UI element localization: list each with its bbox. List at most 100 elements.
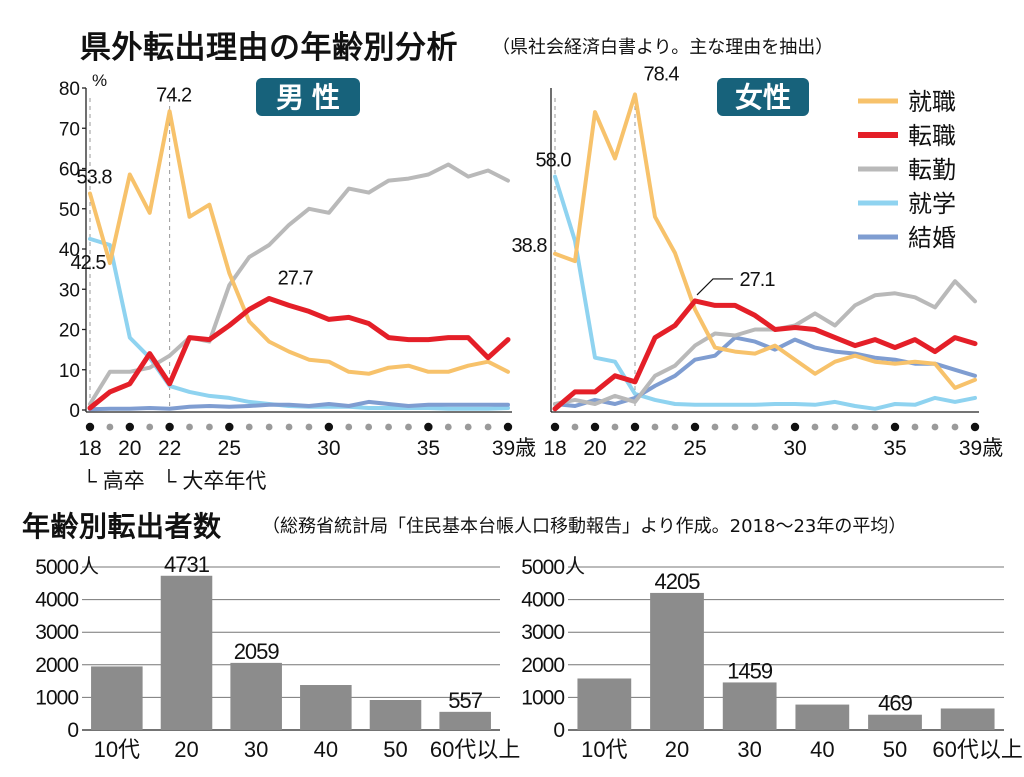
x-age-dot xyxy=(146,423,154,431)
data-label: 78.4 xyxy=(644,63,680,85)
legend-label: 転勤 xyxy=(908,157,956,184)
x-age-dot xyxy=(630,422,640,432)
x-age-dot xyxy=(345,423,353,431)
x-tick-label: 18 xyxy=(543,437,566,460)
x-age-dot xyxy=(405,423,412,431)
bar xyxy=(650,592,704,730)
data-label: 27.7 xyxy=(278,268,314,290)
x-tick-label: 60代以上 xyxy=(430,737,520,762)
x-age-dot xyxy=(611,423,619,431)
x-age-dot xyxy=(265,423,273,431)
y-unit-label: 人 xyxy=(79,555,99,578)
legend-label: 就職 xyxy=(908,89,956,116)
x-age-dot xyxy=(424,422,433,432)
x-age-dot xyxy=(484,423,492,431)
x-tick-label: 20 xyxy=(583,437,606,460)
bar xyxy=(230,662,282,730)
bar xyxy=(795,704,850,730)
age-group-note: └ 高卒 xyxy=(82,468,145,493)
x-age-dot xyxy=(931,423,939,431)
x-age-dot xyxy=(590,422,600,432)
data-label: 74.2 xyxy=(156,84,192,106)
x-age-dot xyxy=(106,423,114,431)
bar xyxy=(91,666,143,730)
gender-badge-label: 女性 xyxy=(735,81,791,113)
x-age-dot xyxy=(671,423,679,431)
y-tick-label: 10 xyxy=(59,361,80,382)
x-tick-label: 20 xyxy=(174,737,198,762)
x-tick-label: 35 xyxy=(417,437,440,460)
x-age-dot xyxy=(831,423,839,431)
x-age-dot xyxy=(811,423,819,431)
y-tick-label: 1000 xyxy=(521,686,564,709)
x-age-dot xyxy=(771,423,779,431)
y-unit-label: % xyxy=(92,71,107,90)
y-tick-label: 40 xyxy=(59,240,80,261)
bar xyxy=(722,682,777,730)
y-tick-label: 80 xyxy=(59,79,80,100)
x-age-dot xyxy=(444,423,452,431)
y-tick-label: 30 xyxy=(59,280,80,301)
x-tick-label: 30 xyxy=(783,437,806,460)
x-tick-label: 30 xyxy=(317,437,340,460)
x-age-dot xyxy=(571,423,579,431)
annotation-leader xyxy=(696,278,733,296)
reasons-title: 県外転出理由の年齢別分析 xyxy=(80,30,458,66)
y-tick-label: 60 xyxy=(59,160,80,181)
x-age-dot xyxy=(186,423,193,431)
y-tick-label: 5000 xyxy=(521,556,564,579)
legend-label: 結婚 xyxy=(908,225,956,252)
x-age-dot xyxy=(911,423,919,431)
x-age-dot xyxy=(85,422,95,432)
x-age-dot xyxy=(365,423,373,431)
bar-value-label: 1459 xyxy=(727,658,773,683)
gender-badge xyxy=(717,78,809,116)
y-unit-label: 人 xyxy=(565,555,585,578)
bar xyxy=(868,714,922,730)
data-label: 53.8 xyxy=(77,166,113,188)
x-age-dot xyxy=(651,423,659,431)
series-line-転職 xyxy=(87,296,511,411)
x-tick-label: 40 xyxy=(314,737,338,762)
x-age-dot xyxy=(206,423,213,431)
y-tick-label: 4000 xyxy=(521,589,564,612)
x-tick-label: 39歳 xyxy=(959,437,1003,460)
x-age-dot xyxy=(464,423,472,431)
bar xyxy=(300,685,352,730)
data-label: 27.1 xyxy=(740,269,776,291)
x-age-dot xyxy=(690,422,700,432)
x-tick-label: 22 xyxy=(158,437,181,460)
x-age-dot xyxy=(225,422,234,432)
x-age-dot xyxy=(871,423,879,431)
x-tick-label: 20 xyxy=(665,737,689,762)
x-tick-label: 22 xyxy=(623,437,646,460)
bar xyxy=(369,700,422,730)
x-age-dot xyxy=(324,422,334,432)
legend-label: 就学 xyxy=(908,191,956,218)
bar xyxy=(940,708,995,730)
x-age-dot xyxy=(305,423,313,431)
data-label: 58.0 xyxy=(536,150,572,172)
x-age-dot xyxy=(970,422,980,432)
y-tick-label: 0 xyxy=(69,401,80,422)
legend-label: 転職 xyxy=(908,123,956,150)
x-tick-label: 10代 xyxy=(94,737,140,762)
series-line-転勤 xyxy=(553,279,977,406)
x-tick-label: 25 xyxy=(683,437,706,460)
x-age-dot xyxy=(711,423,719,431)
x-age-dot xyxy=(285,423,293,431)
x-tick-label: 30 xyxy=(737,737,761,762)
movers-title: 年齢別転出者数 xyxy=(22,510,222,543)
bar xyxy=(439,711,491,730)
x-age-dot xyxy=(550,422,560,432)
x-tick-label: 40 xyxy=(810,737,834,762)
y-tick-label: 20 xyxy=(59,321,80,342)
series-line-転勤 xyxy=(88,162,510,406)
x-age-dot xyxy=(751,423,759,431)
series-line-就職 xyxy=(88,109,510,376)
x-tick-label: 50 xyxy=(383,737,407,762)
gender-badge-label: 男 性 xyxy=(276,82,340,113)
x-age-dot xyxy=(851,423,859,431)
x-age-dot xyxy=(503,422,513,432)
